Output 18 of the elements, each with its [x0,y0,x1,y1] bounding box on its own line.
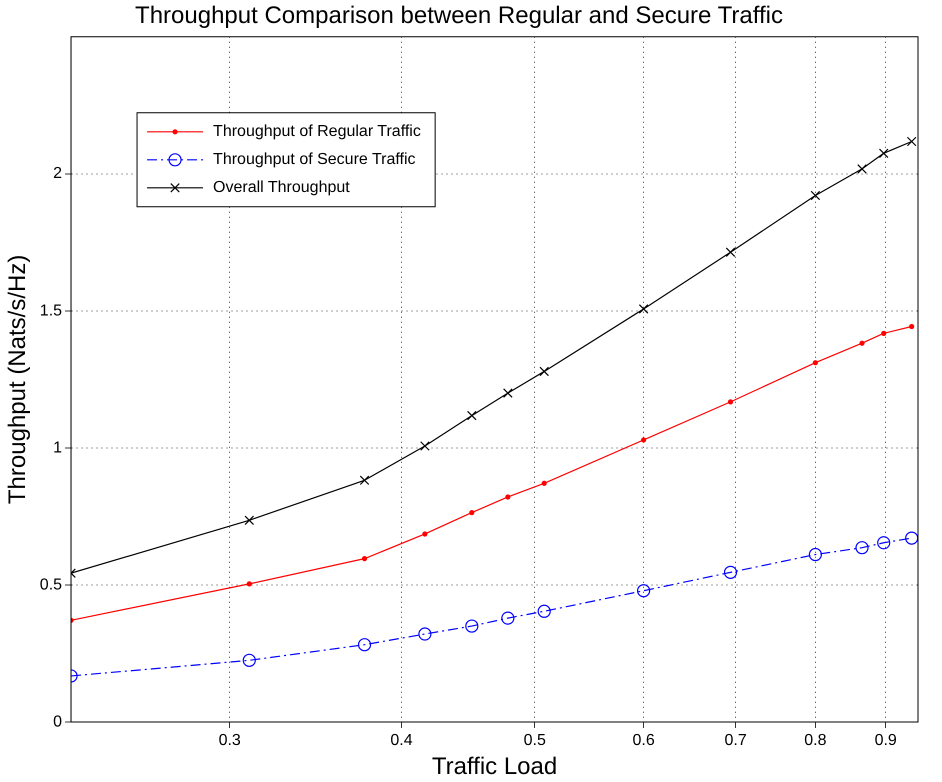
y-tick-label: 1 [53,439,62,456]
x-tick-label: 0.5 [524,732,546,750]
x-tick-label: 0.8 [804,732,827,750]
x-tick-label: 0.7 [724,732,747,750]
y-tick-label: 2 [53,165,62,182]
x-tick-label: 0.6 [632,732,655,750]
chart-title: Throughput Comparison between Regular and Secure Traffic [135,2,783,30]
y-tick-label: 0 [53,713,62,730]
legend-label: Throughput of Secure Traffic [213,151,416,168]
legend-label: Throughput of Regular Traffic [213,123,421,140]
x-axis-title: Traffic Load [432,753,558,780]
x-tick-label: 0.9 [874,732,897,750]
y-tick-label: 1.5 [40,302,62,320]
x-tick-label: 0.3 [218,732,241,750]
x-tick-label: 0.4 [390,732,413,750]
y-axis-title: Throughput (Nats/s/Hz) [4,254,32,504]
y-tick-label: 0.5 [40,576,62,594]
legend-label: Overall Throughput [213,179,350,196]
